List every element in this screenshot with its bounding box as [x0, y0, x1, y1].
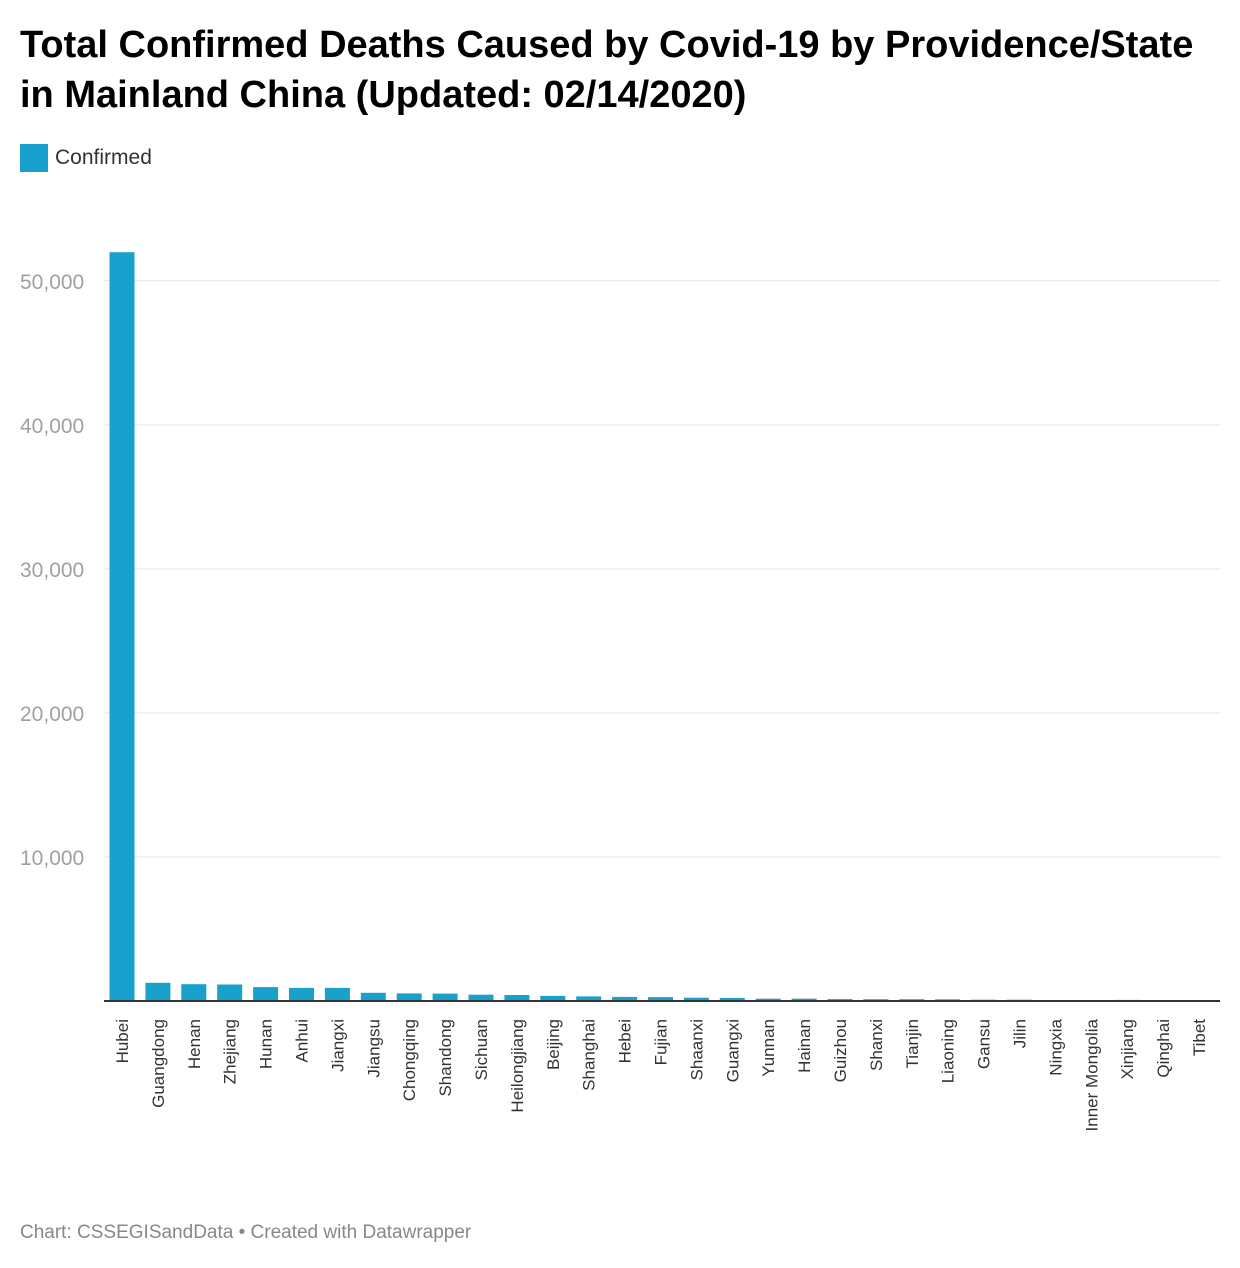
x-tick-label: Jiangxi	[328, 1019, 347, 1072]
x-tick-label: Sichuan	[472, 1019, 491, 1080]
x-tick-label: Hunan	[257, 1019, 276, 1069]
bar-guangxi	[719, 997, 745, 1001]
legend-label-confirmed: Confirmed	[55, 146, 152, 169]
x-tick-label: Tibet	[1190, 1019, 1209, 1056]
bar-chongqing	[396, 993, 422, 1001]
bar-yunnan	[755, 998, 781, 1001]
bar-zhejiang	[217, 984, 243, 1001]
y-tick-label: 30,000	[20, 559, 84, 582]
x-tick-label: Yunnan	[759, 1019, 778, 1077]
x-tick-label: Guangxi	[723, 1019, 742, 1082]
x-tick-label: Shanghai	[580, 1019, 599, 1091]
x-tick-label: Tianjin	[903, 1019, 922, 1068]
bar-beijing	[540, 995, 566, 1001]
bar-hebei	[612, 996, 638, 1001]
x-tick-label: Fujian	[652, 1019, 671, 1065]
x-tick-label: Ningxia	[1046, 1018, 1065, 1075]
x-tick-label: Heilongjiang	[508, 1019, 527, 1113]
legend: Confirmed	[20, 143, 152, 173]
bar-henan	[181, 984, 207, 1001]
x-tick-label: Guangdong	[149, 1019, 168, 1108]
x-axis-labels: Hubei Guangdong Henan Zhejiang Hunan Anhui Jia…	[113, 1018, 1209, 1131]
bar-anhui	[289, 987, 314, 1001]
y-tick-label: 20,000	[20, 703, 84, 726]
x-tick-label: Jilin	[1011, 1019, 1030, 1048]
x-tick-label: Chongqing	[400, 1019, 419, 1101]
x-tick-label: Qinghai	[1154, 1019, 1173, 1078]
chart-footer: Chart: CSSEGISandData • Created with Dat…	[20, 1222, 472, 1243]
x-tick-label: Beijing	[544, 1019, 563, 1070]
legend-swatch	[20, 144, 48, 172]
y-axis-labels: 10,000 20,000 30,000 40,000 50,000	[20, 271, 84, 870]
bar-shandong	[432, 993, 458, 1001]
x-tick-label: Shaanxi	[687, 1019, 706, 1080]
x-tick-label: Shanxi	[867, 1019, 886, 1071]
x-tick-label: Hainan	[795, 1019, 814, 1073]
x-tick-label: Gansu	[975, 1019, 994, 1069]
x-tick-label: Xinjiang	[1118, 1019, 1137, 1080]
x-tick-label: Inner Mongolia	[1082, 1018, 1101, 1131]
x-tick-label: Liaoning	[939, 1019, 958, 1083]
bar-hunan	[253, 987, 279, 1001]
chart-title: Total Confirmed Deaths Caused by Covid-1…	[20, 24, 1194, 116]
bar-shanghai	[576, 996, 602, 1001]
bars	[109, 252, 1176, 1001]
x-tick-label: Zhejiang	[221, 1019, 240, 1084]
x-tick-label: Shandong	[436, 1019, 455, 1097]
bar-hubei	[109, 252, 135, 1001]
grid-lines	[104, 280, 1220, 858]
bar-hainan	[791, 998, 817, 1001]
x-tick-label: Jiangsu	[364, 1019, 383, 1078]
y-tick-label: 50,000	[20, 271, 84, 294]
x-tick-label: Hebei	[616, 1019, 635, 1063]
bar-guangdong	[145, 982, 171, 1001]
y-tick-label: 10,000	[20, 847, 84, 870]
bar-fujian	[648, 997, 673, 1001]
bar-heilongjiang	[504, 995, 530, 1001]
bar-sichuan	[468, 994, 494, 1001]
x-tick-label: Anhui	[293, 1019, 312, 1062]
bar-jiangsu	[360, 992, 386, 1001]
x-tick-label: Guizhou	[831, 1019, 850, 1082]
bar-shaanxi	[683, 997, 709, 1001]
x-tick-label: Henan	[185, 1019, 204, 1069]
x-tick-label: Hubei	[113, 1019, 132, 1063]
bar-jiangxi	[324, 987, 350, 1001]
y-tick-label: 40,000	[20, 415, 84, 438]
